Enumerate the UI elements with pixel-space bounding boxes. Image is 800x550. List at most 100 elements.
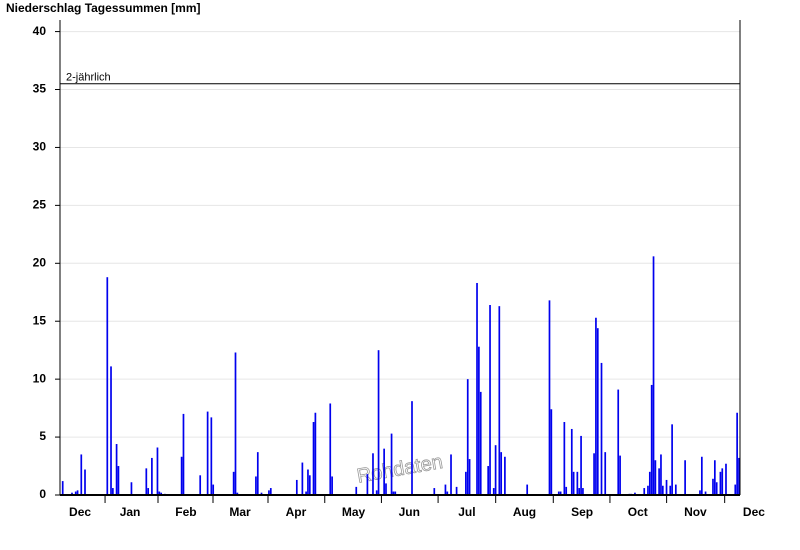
bar: [145, 468, 148, 495]
x-tick-label: Jan: [120, 505, 141, 519]
bar: [158, 491, 161, 495]
threshold-label: 2-jährlich: [66, 72, 111, 84]
y-tick-label: 40: [33, 24, 47, 38]
bar: [383, 448, 385, 495]
y-tick-label: 0: [39, 487, 46, 501]
bar: [661, 485, 664, 495]
bar: [725, 463, 727, 495]
bar: [236, 492, 239, 495]
bar: [71, 492, 73, 495]
bar: [580, 435, 582, 495]
bar: [411, 401, 413, 495]
bar: [308, 475, 311, 495]
watermark: Rohdaten: [355, 451, 444, 488]
bar: [526, 484, 529, 495]
bar: [652, 256, 655, 495]
bar: [498, 306, 501, 495]
x-tick-label: Dec: [743, 505, 765, 519]
y-tick-label: 25: [33, 198, 47, 212]
bar: [557, 491, 560, 495]
bar: [160, 492, 163, 495]
bar: [595, 317, 597, 495]
bar: [156, 447, 159, 495]
bar: [206, 411, 209, 495]
bar: [596, 328, 599, 495]
bar: [377, 350, 380, 495]
bar: [619, 455, 621, 495]
bar: [199, 475, 202, 495]
y-tick-label: 15: [33, 313, 47, 327]
bar: [582, 488, 584, 495]
bar: [260, 492, 263, 495]
x-tick-label: Jul: [458, 505, 475, 519]
bar: [375, 490, 378, 495]
bar: [674, 484, 677, 495]
bar: [648, 471, 651, 495]
bar: [355, 486, 358, 495]
bar: [504, 456, 506, 495]
bar: [734, 484, 737, 495]
bar: [366, 474, 369, 495]
bar: [576, 471, 579, 495]
bar: [182, 413, 185, 495]
bar: [110, 366, 112, 495]
bar: [617, 389, 620, 495]
bar: [74, 491, 77, 495]
bar: [329, 403, 332, 495]
bar: [492, 488, 495, 495]
bar: [331, 476, 333, 495]
x-tick-label: Mar: [229, 505, 251, 519]
bar: [372, 453, 374, 495]
bar: [647, 485, 649, 495]
bar: [117, 466, 120, 495]
bar: [494, 445, 497, 495]
bar: [660, 454, 662, 495]
bar: [654, 460, 657, 495]
bar: [565, 486, 568, 495]
bar: [721, 468, 724, 495]
bar: [130, 482, 133, 495]
bar: [84, 469, 86, 495]
bar: [466, 379, 469, 495]
bar: [151, 457, 153, 495]
bar: [700, 456, 703, 495]
bar: [572, 471, 575, 495]
bar: [465, 471, 467, 495]
bar: [392, 491, 395, 495]
bar: [301, 462, 304, 495]
bar: [479, 391, 482, 495]
bar: [232, 471, 235, 495]
y-tick-label: 30: [33, 140, 47, 154]
bar: [600, 362, 603, 495]
bar: [450, 454, 452, 495]
bar: [719, 471, 722, 495]
chart-title: Niederschlag Tagessummen [mm]: [6, 1, 201, 15]
bar: [112, 488, 114, 495]
bar: [115, 444, 118, 495]
bar: [713, 460, 716, 495]
bar: [563, 422, 566, 495]
bar: [385, 483, 387, 495]
bar: [634, 492, 636, 495]
x-tick-label: Aug: [513, 505, 536, 519]
bar: [446, 491, 449, 495]
bar: [550, 409, 553, 495]
bar: [210, 417, 213, 495]
bar: [305, 491, 307, 495]
bar: [715, 482, 718, 495]
bar: [500, 452, 503, 495]
bar: [314, 412, 317, 495]
bar: [476, 282, 478, 495]
bar: [269, 488, 272, 495]
bar: [390, 433, 393, 495]
bar: [669, 485, 672, 495]
bar: [489, 305, 491, 495]
bar: [312, 422, 315, 495]
bar: [658, 468, 660, 495]
bar: [268, 490, 270, 495]
bar: [665, 479, 668, 495]
x-tick-label: Apr: [286, 505, 307, 519]
bar: [548, 300, 551, 495]
bar: [180, 456, 183, 495]
bar: [684, 460, 686, 495]
